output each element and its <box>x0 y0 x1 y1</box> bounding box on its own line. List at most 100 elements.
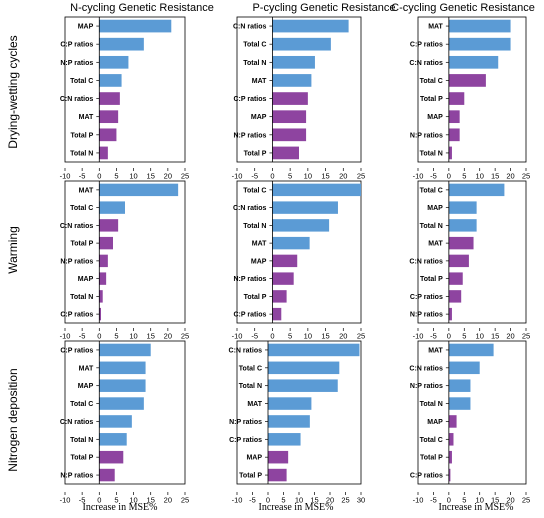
bar <box>268 433 301 446</box>
category-label: N:P ratios <box>60 60 93 67</box>
category-label: C:P ratios <box>410 42 443 49</box>
category-label: C:P ratios <box>233 96 266 103</box>
bar <box>268 415 310 428</box>
category-label: Total P <box>70 455 93 462</box>
x-tick-label: 25 <box>522 496 530 505</box>
x-tick-label: -5 <box>249 496 256 505</box>
category-label: C:N ratios <box>233 24 267 31</box>
category-label: C:P ratios <box>60 312 93 319</box>
bar <box>99 290 103 303</box>
category-label: Total N <box>243 223 266 230</box>
bar <box>268 343 360 357</box>
bar <box>99 397 144 410</box>
category-label: C:P ratios <box>60 347 93 354</box>
panel-frame <box>64 340 186 485</box>
x-tick-label: 15 <box>310 496 318 505</box>
x-tick-label: -10 <box>60 172 71 181</box>
x-tick-label: 15 <box>147 332 155 341</box>
x-tick-label: 25 <box>522 332 530 341</box>
category-label: MAT <box>428 347 443 354</box>
category-label: N:P ratios <box>410 383 443 390</box>
bar <box>272 272 294 285</box>
bar <box>272 201 338 214</box>
bar <box>99 110 119 124</box>
x-tick-label: -10 <box>232 496 243 505</box>
x-tick-label: 0 <box>270 172 274 181</box>
category-label: Total N <box>420 401 443 408</box>
category-label: C:P ratios <box>229 437 262 444</box>
bar <box>272 290 287 303</box>
bar <box>99 219 119 232</box>
bar <box>448 361 480 375</box>
x-tick-label: 25 <box>357 332 365 341</box>
bar <box>99 379 146 392</box>
category-label: Total C <box>420 78 443 85</box>
x-tick-label: 10 <box>129 496 137 505</box>
bar <box>448 219 477 232</box>
category-label: N:P ratios <box>410 132 443 139</box>
category-label: N:P ratios <box>233 276 266 283</box>
x-tick-label: -5 <box>79 172 86 181</box>
category-label: C:N ratios <box>60 96 94 103</box>
x-tick-label: 5 <box>462 496 466 505</box>
x-tick-label: 0 <box>266 496 270 505</box>
chart-panel-4: Total C C:N ratios Total N MAT MAP N:P ratios… <box>232 180 365 341</box>
x-tick-label: 5 <box>462 172 466 181</box>
category-label: MAT <box>428 241 443 248</box>
category-label: Total N <box>70 150 93 157</box>
panel-frame <box>236 180 362 324</box>
x-tick-label: -5 <box>430 496 437 505</box>
x-tick-label: -5 <box>430 172 437 181</box>
bar <box>99 307 101 321</box>
category-label: MAP <box>78 276 94 283</box>
category-label: MAT <box>252 78 267 85</box>
x-tick-label: 25 <box>181 332 189 341</box>
bar <box>99 201 125 214</box>
x-tick-label: 5 <box>114 172 118 181</box>
bar <box>448 74 486 87</box>
x-tick-label: 5 <box>288 172 292 181</box>
bar <box>268 397 312 410</box>
x-tick-label: 10 <box>304 172 312 181</box>
category-label: C:P ratios <box>233 312 266 319</box>
category-label: C:N ratios <box>409 365 443 372</box>
x-tick-label: 25 <box>522 172 530 181</box>
bar <box>268 379 338 392</box>
bar <box>99 92 120 105</box>
x-tick-label: -5 <box>251 332 258 341</box>
bar <box>272 128 307 142</box>
category-label: MAT <box>252 241 267 248</box>
bar <box>272 254 298 268</box>
bar <box>448 290 462 303</box>
bar <box>99 433 127 446</box>
x-tick-label: 0 <box>447 332 451 341</box>
x-tick-label: 10 <box>476 172 484 181</box>
category-label: MAP <box>427 205 443 212</box>
bar <box>448 19 511 33</box>
x-tick-label: 15 <box>491 496 499 505</box>
x-tick-label: -10 <box>232 172 243 181</box>
bar <box>448 201 477 214</box>
bar <box>99 146 108 160</box>
panel-frame <box>417 340 527 485</box>
x-tick-label: 20 <box>164 332 172 341</box>
x-tick-label: 20 <box>326 496 334 505</box>
bar <box>272 307 282 321</box>
bar <box>272 183 361 197</box>
x-tick-label: -5 <box>79 496 86 505</box>
bar <box>448 397 471 410</box>
bar <box>448 307 452 321</box>
x-tick-label: 5 <box>114 496 118 505</box>
chart-panel-0: MAP C:P ratios N:P ratios Total C C:N ratios… <box>60 16 189 181</box>
chart-panel-5: Total C MAP Total N MAT C:N ratios Total P C:P… <box>409 180 530 341</box>
x-tick-label: 10 <box>295 496 303 505</box>
chart-panel-7: C:N ratios Total C Total N MAT N:P ratios C:P… <box>229 340 365 513</box>
bar <box>99 74 122 87</box>
x-tick-label: 20 <box>506 172 514 181</box>
x-tick-label: 20 <box>164 496 172 505</box>
category-label: MAT <box>247 401 262 408</box>
x-tick-label: 0 <box>447 172 451 181</box>
bar <box>99 19 172 33</box>
x-tick-label: 25 <box>341 496 349 505</box>
x-tick-label: 20 <box>339 332 347 341</box>
